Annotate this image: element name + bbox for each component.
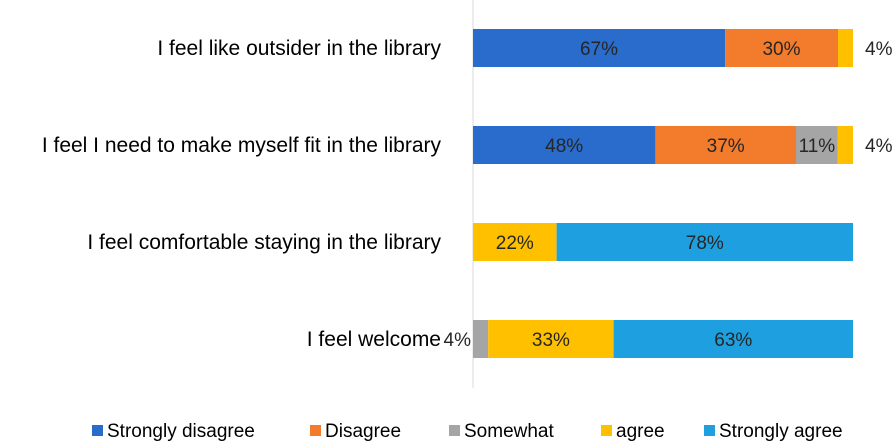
data-label: 4% — [865, 39, 893, 60]
data-label: 4% — [865, 136, 893, 157]
legend-swatch — [704, 425, 715, 436]
legend-swatch — [601, 425, 612, 436]
category-label: I feel I need to make myself fit in the … — [42, 134, 442, 157]
bar-segment — [488, 320, 614, 358]
bar-segments — [473, 29, 853, 358]
bar-segment — [613, 320, 853, 358]
category-label: I feel like outsider in the library — [157, 37, 441, 60]
legend-label: Somewhat — [464, 421, 554, 442]
bar-segment — [473, 223, 557, 261]
legend-label: Disagree — [325, 421, 401, 442]
legend-label: agree — [616, 421, 665, 442]
legend-swatch — [449, 425, 460, 436]
data-label: 78% — [686, 233, 724, 254]
bar-segment — [838, 29, 853, 67]
data-label: 4% — [444, 330, 472, 351]
bar-segment — [725, 29, 838, 67]
category-label: I feel comfortable staying in the librar… — [87, 231, 441, 254]
legend-label: Strongly disagree — [107, 421, 255, 442]
bar-segment — [556, 223, 853, 261]
data-label: 33% — [532, 330, 570, 351]
legend-swatch — [92, 425, 103, 436]
bar-segment — [473, 320, 489, 358]
legend: Strongly disagree Disagree Somewhat agree St… — [92, 421, 843, 442]
data-labels: 67% 30% 4% 48% 37% 11% 4% 22% 78% 4% 33% 63% — [444, 39, 893, 351]
data-label: 48% — [545, 136, 583, 157]
data-label: 67% — [580, 39, 618, 60]
legend-swatch — [310, 425, 321, 436]
bar-segment — [655, 126, 796, 164]
category-label: I feel welcome — [307, 328, 441, 351]
bar-segment — [796, 126, 838, 164]
data-label: 11% — [799, 136, 836, 157]
data-label: 37% — [707, 136, 745, 157]
data-label: 30% — [762, 39, 800, 60]
data-label: 63% — [714, 330, 752, 351]
category-labels: I feel like outsider in the library I fee… — [42, 37, 442, 351]
data-label: 22% — [496, 233, 534, 254]
legend-label: Strongly agree — [719, 421, 843, 442]
bar-segment — [473, 29, 726, 67]
bar-segment — [473, 126, 656, 164]
bar-segment — [837, 126, 853, 164]
